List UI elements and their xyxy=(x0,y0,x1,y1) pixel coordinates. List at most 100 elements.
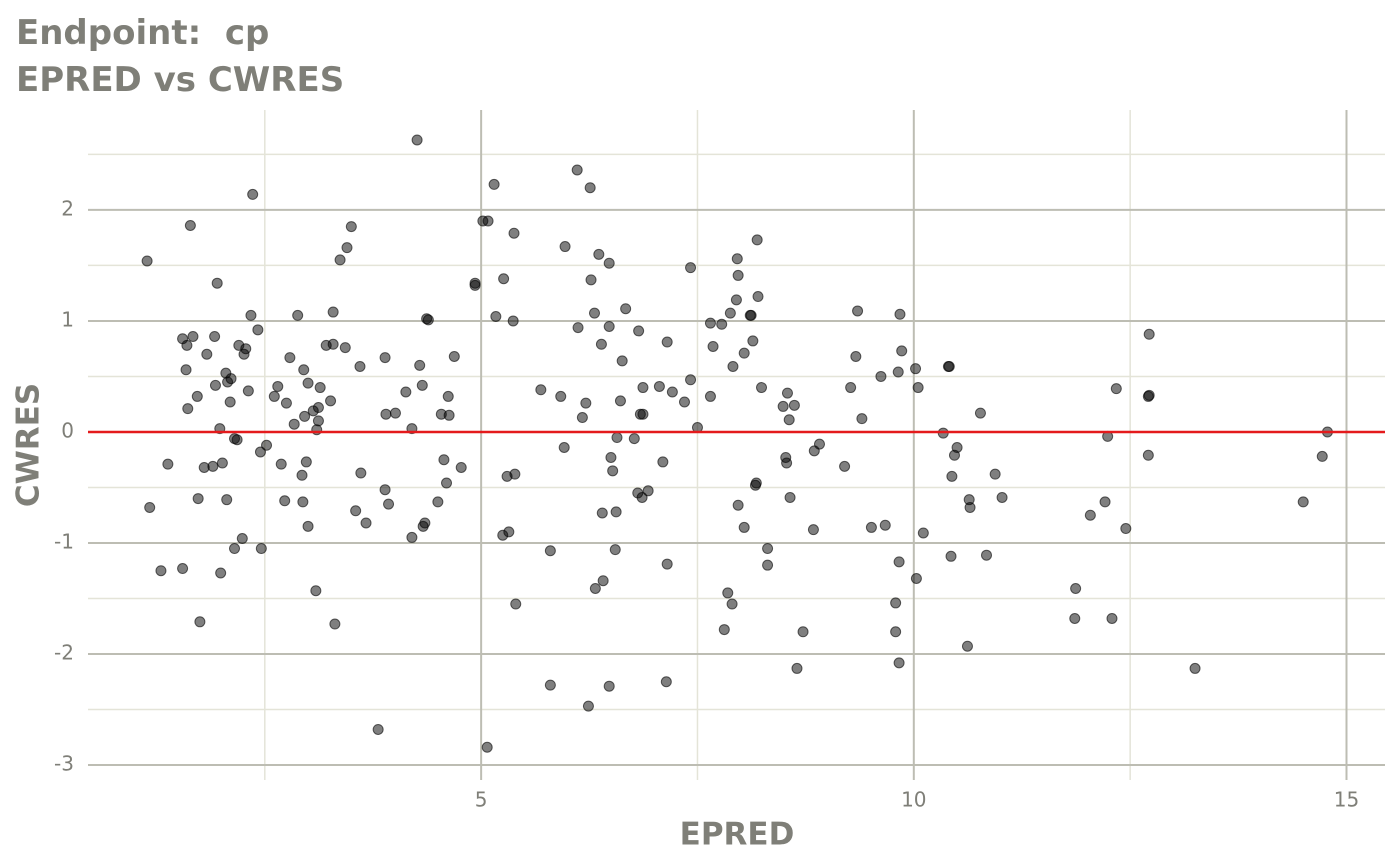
point xyxy=(756,382,768,394)
y-axis-label: CWRES xyxy=(11,383,47,507)
point xyxy=(781,457,793,469)
point xyxy=(360,517,372,529)
point xyxy=(544,679,556,691)
point xyxy=(192,493,204,505)
point xyxy=(419,517,431,529)
point xyxy=(162,458,174,470)
point xyxy=(716,318,728,330)
point xyxy=(879,519,891,531)
point xyxy=(406,531,418,543)
point xyxy=(875,370,887,382)
point xyxy=(685,374,697,386)
point xyxy=(350,505,362,517)
point xyxy=(727,360,739,372)
point xyxy=(297,496,309,508)
point xyxy=(498,273,510,285)
point xyxy=(302,520,314,532)
point xyxy=(296,469,308,481)
point xyxy=(141,255,153,267)
point xyxy=(661,336,673,348)
point xyxy=(666,386,678,398)
point xyxy=(730,294,742,306)
point xyxy=(300,456,312,468)
point xyxy=(1099,496,1111,508)
point xyxy=(974,407,986,419)
point xyxy=(441,477,453,489)
point xyxy=(951,442,963,454)
point xyxy=(231,434,243,446)
point xyxy=(224,396,236,408)
point xyxy=(503,526,515,538)
point xyxy=(181,339,193,351)
point xyxy=(724,307,736,319)
point xyxy=(155,565,167,577)
chart-subtitle: EPRED vs CWRES xyxy=(16,60,344,100)
point xyxy=(572,322,584,334)
point xyxy=(272,380,284,392)
point xyxy=(750,477,762,489)
point xyxy=(1084,509,1096,521)
point xyxy=(252,324,264,336)
point xyxy=(1120,523,1132,535)
point xyxy=(215,567,227,579)
point xyxy=(414,359,426,371)
point xyxy=(910,363,922,375)
point xyxy=(738,347,750,359)
point xyxy=(614,395,626,407)
point xyxy=(894,308,906,320)
point xyxy=(389,407,401,419)
point xyxy=(685,262,697,274)
point xyxy=(255,543,267,555)
point xyxy=(946,470,958,482)
point xyxy=(1069,612,1081,624)
point xyxy=(751,234,763,246)
point xyxy=(288,418,300,430)
point xyxy=(177,563,189,575)
point xyxy=(275,458,287,470)
point xyxy=(284,352,296,364)
point xyxy=(329,618,341,630)
point xyxy=(633,325,645,337)
point xyxy=(945,550,957,562)
point xyxy=(191,390,203,402)
point xyxy=(580,397,592,409)
point xyxy=(707,340,719,352)
point xyxy=(839,460,851,472)
point xyxy=(850,350,862,362)
point xyxy=(312,402,324,414)
point xyxy=(603,320,615,332)
point xyxy=(896,345,908,357)
point xyxy=(892,366,904,378)
point xyxy=(187,330,199,342)
point xyxy=(732,269,744,281)
point xyxy=(312,415,324,427)
point xyxy=(469,279,481,291)
point xyxy=(637,408,649,420)
point xyxy=(852,305,864,317)
point xyxy=(576,412,588,424)
point xyxy=(1297,496,1309,508)
y-tick-label: 0 xyxy=(61,418,74,442)
chart-title: Endpoint: cp xyxy=(16,13,269,53)
point xyxy=(1143,328,1155,340)
point xyxy=(620,303,632,315)
point xyxy=(589,582,601,594)
point xyxy=(422,314,434,326)
point xyxy=(738,521,750,533)
point xyxy=(327,338,339,350)
point xyxy=(797,626,809,638)
y-tick-label: 1 xyxy=(61,307,74,331)
point xyxy=(443,409,455,421)
point xyxy=(1142,449,1154,461)
point xyxy=(380,408,392,420)
point xyxy=(144,501,156,513)
point xyxy=(943,360,955,372)
point xyxy=(240,343,252,355)
point xyxy=(488,178,500,190)
point xyxy=(807,524,819,536)
point xyxy=(893,556,905,568)
point xyxy=(341,242,353,254)
point xyxy=(722,587,734,599)
point xyxy=(216,457,228,469)
point xyxy=(184,219,196,231)
